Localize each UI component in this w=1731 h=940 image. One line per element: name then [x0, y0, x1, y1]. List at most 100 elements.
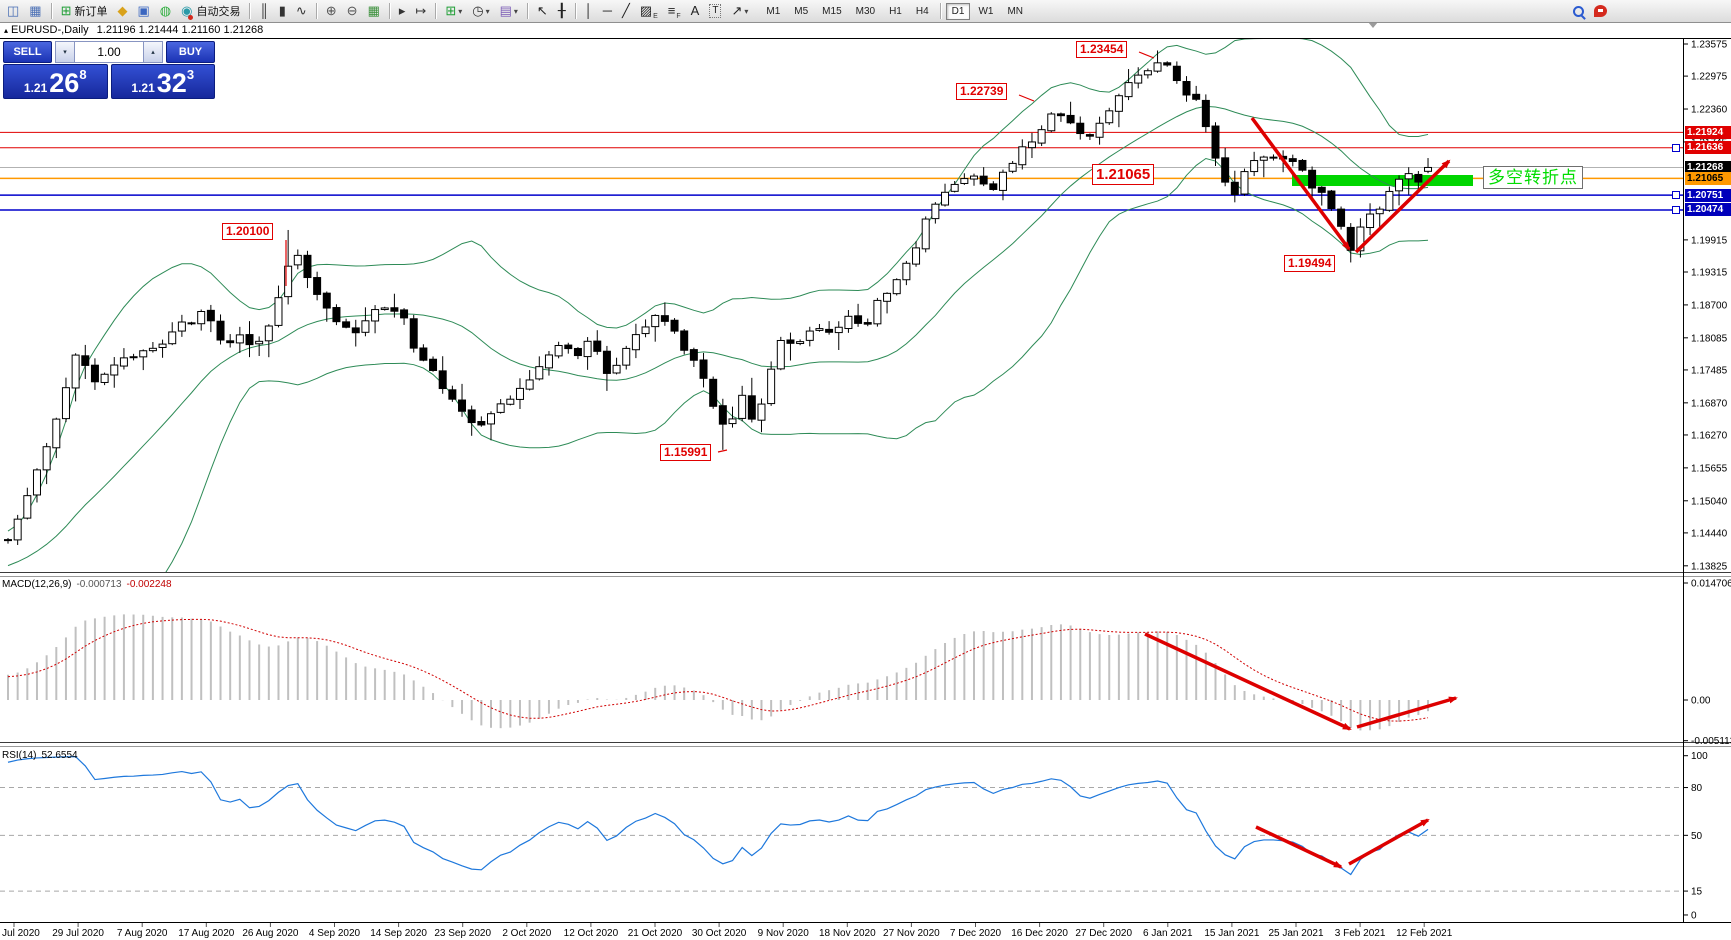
candle-body: [796, 341, 805, 345]
zoom-in-button[interactable]: ⊕: [322, 1, 341, 21]
trend-arrow-object[interactable]: [1356, 696, 1458, 729]
macd-indicator-label: MACD(12,26,9) -0.000713 -0.002248: [2, 579, 172, 590]
rsi-axis-tick: 80: [1691, 783, 1703, 794]
candle-body: [1192, 93, 1201, 100]
candle-body: [1366, 213, 1375, 229]
candle-body: [776, 339, 785, 370]
main-price-pane[interactable]: [0, 38, 1683, 644]
macd-name: MACD(12,26,9): [2, 579, 72, 590]
shapes-button[interactable]: ↗ ▾: [727, 1, 752, 21]
trend-arrow-object[interactable]: [1250, 116, 1351, 251]
channel-icon: ▨: [639, 3, 653, 18]
horizontal-line-button[interactable]: ─: [599, 1, 616, 21]
candle-body: [1308, 169, 1317, 189]
profiles-icon: ▦: [29, 3, 42, 18]
date-axis-label: 23 Sep 2020: [434, 928, 491, 939]
label-button[interactable]: T: [705, 1, 725, 21]
chart-bars-button[interactable]: ║: [255, 1, 272, 21]
channel-icon-sub: E: [653, 13, 658, 20]
periods-button[interactable]: ◷ ▾: [468, 1, 493, 21]
price-axis-tick: 1.18085: [1691, 333, 1728, 344]
zoom-out-icon: ⊖: [346, 3, 358, 18]
auto-trading-button[interactable]: ◉ 自动交易: [177, 1, 244, 21]
volume-input[interactable]: 1.00: [75, 41, 143, 63]
signal-button[interactable]: ◍: [156, 1, 175, 21]
trend-arrow-object[interactable]: [1348, 818, 1430, 866]
macd-pane[interactable]: [7, 614, 1430, 731]
timeframe-m30-button[interactable]: M30: [855, 5, 876, 17]
candle-body: [1037, 129, 1046, 144]
new-chart-icon: ◫: [7, 3, 20, 18]
add-indicator-button[interactable]: ⊞ ▾: [441, 1, 466, 21]
search-button[interactable]: [1569, 1, 1588, 21]
candle-body: [13, 518, 22, 541]
chart-profile-button[interactable]: ▣: [134, 1, 154, 21]
candle-body: [815, 328, 824, 331]
shapes-icon-dropdown[interactable]: ▾: [744, 6, 749, 16]
indicators-bucket-button[interactable]: ◆: [114, 1, 132, 21]
buy-price-display[interactable]: 1.21 32 3: [110, 64, 215, 99]
trend-arrow-object[interactable]: [1354, 159, 1451, 254]
turning-point-label[interactable]: 多空转折点: [1483, 166, 1583, 189]
new-order-button[interactable]: ⊞ 新订单: [57, 1, 112, 21]
candle-body: [931, 203, 940, 220]
timeframe-mn-button[interactable]: MN: [1007, 5, 1024, 17]
volume-increase-button[interactable]: ▴: [143, 41, 163, 63]
date-axis-label: 7 Dec 2020: [950, 928, 1002, 939]
timeframe-m15-button[interactable]: M15: [822, 5, 842, 17]
new-chart-button[interactable]: ◫: [3, 1, 23, 21]
candle-body: [1182, 81, 1191, 96]
trend-arrow-object[interactable]: [1144, 632, 1352, 731]
timeframe-h4-button[interactable]: H4: [915, 5, 929, 17]
chart-candles-button[interactable]: ▮: [275, 1, 290, 21]
vertical-line-button[interactable]: │: [581, 1, 597, 21]
notifications-button[interactable]: [1590, 1, 1611, 21]
sell-button[interactable]: SELL: [3, 41, 52, 63]
timeframe-m5-button[interactable]: M5: [794, 5, 809, 17]
toolbar-separator: [50, 3, 52, 19]
price-axis-tick: 1.17485: [1691, 365, 1728, 376]
timeframe-w1-button[interactable]: W1: [978, 5, 994, 17]
crosshair-button[interactable]: ╂: [554, 1, 570, 21]
candle-body: [1414, 173, 1423, 183]
candle-body: [786, 339, 795, 344]
chart-line-button[interactable]: ∿: [292, 1, 311, 21]
candle-body: [883, 292, 892, 302]
candle-body: [921, 218, 930, 250]
tile-windows-button[interactable]: ▦: [364, 1, 384, 21]
timeframe-m1-button[interactable]: M1: [766, 5, 781, 17]
candle-body: [1201, 99, 1210, 128]
sell-price-display[interactable]: 1.21 26 8: [3, 64, 108, 99]
cursor-button[interactable]: ↖: [533, 1, 552, 21]
candle-body: [738, 394, 747, 419]
buy-button[interactable]: BUY: [166, 41, 215, 63]
candle-body: [487, 413, 495, 425]
toolbar-icon-group: ◫ ▦ ⊞ 新订单 ◆ ▣ ◍ ◉ 自动交易 ║ ▮ ∿ ⊕ ⊖ ▦ ▸ ↦ ⊞ ▾ ◷ ▾ ▤ ▾ ↖ ╂ │ ─ ╱ ▨ E ≡ F A T ↗…: [0, 0, 753, 22]
volume-decrease-button[interactable]: ▾: [55, 41, 75, 63]
candle-body: [1250, 160, 1259, 173]
templates-icon-dropdown[interactable]: ▾: [513, 6, 518, 16]
trend-arrow-object[interactable]: [1255, 825, 1343, 869]
fibonacci-icon-sub: F: [676, 13, 681, 20]
chart-shift-button[interactable]: ↦: [411, 1, 430, 21]
candle-body: [371, 309, 380, 322]
timeframe-d1-button[interactable]: D1: [945, 2, 971, 20]
fibonacci-button[interactable]: ≡ F: [664, 1, 685, 21]
support-zone-band[interactable]: [1292, 175, 1473, 186]
auto-scroll-button[interactable]: ▸: [395, 1, 410, 21]
zoom-out-button[interactable]: ⊖: [343, 1, 362, 21]
channel-button[interactable]: ▨ E: [636, 1, 662, 21]
templates-button[interactable]: ▤ ▾: [496, 1, 522, 21]
periods-icon-dropdown[interactable]: ▾: [485, 6, 490, 16]
add-indicator-icon-dropdown[interactable]: ▾: [458, 6, 463, 16]
profiles-button[interactable]: ▦: [25, 1, 45, 21]
rsi-pane[interactable]: [0, 756, 1683, 892]
toolbar-separator: [939, 3, 941, 19]
trendline-button[interactable]: ╱: [618, 1, 634, 21]
timeframe-h1-button[interactable]: H1: [889, 5, 902, 17]
bollinger-middle-band: [7, 105, 1429, 567]
candle-body: [593, 340, 602, 352]
candle-body: [844, 315, 853, 330]
text-button[interactable]: A: [687, 1, 704, 21]
